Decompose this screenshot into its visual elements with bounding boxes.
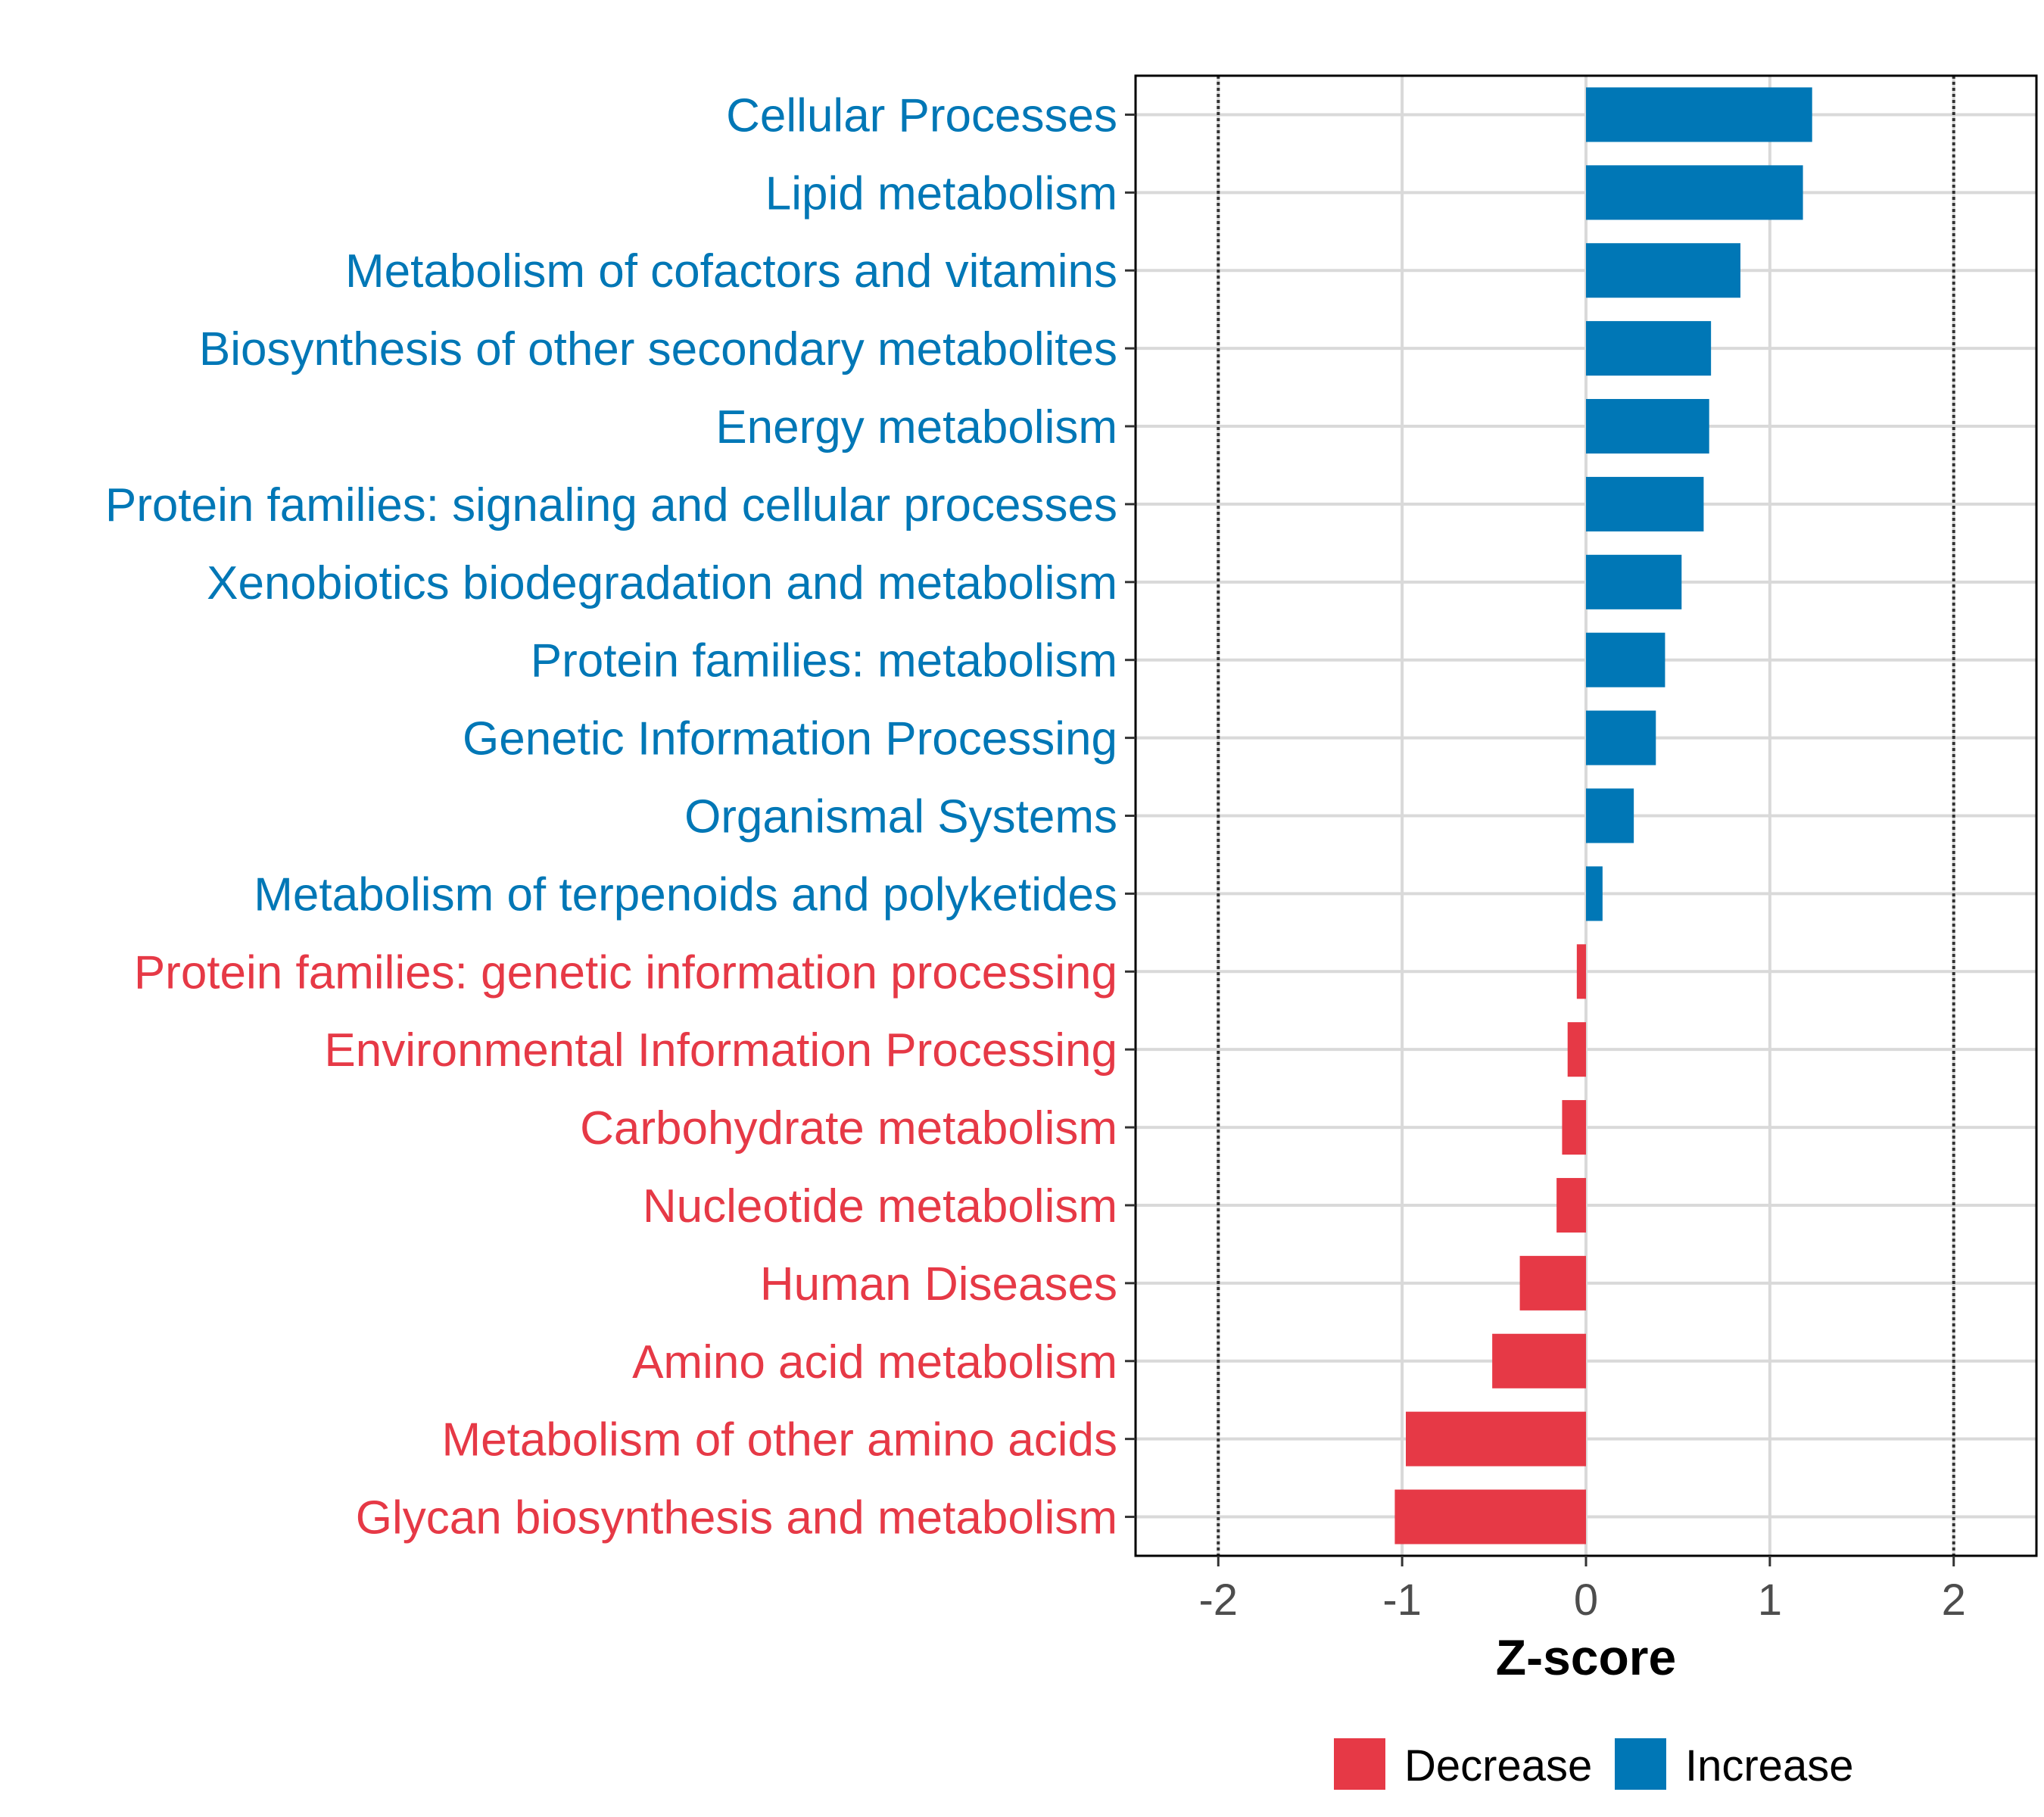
reference-lines: [1217, 76, 1955, 1556]
x-axis-title: Z-score: [1496, 1629, 1676, 1685]
x-tick-label: 0: [1574, 1575, 1598, 1625]
y-tick-label: Lipid metabolism: [765, 167, 1117, 220]
bar: [1586, 321, 1712, 376]
x-tick-label: -1: [1382, 1575, 1422, 1625]
y-tick-label: Environmental Information Processing: [324, 1024, 1117, 1077]
bar: [1556, 1177, 1586, 1233]
x-tick-label: -2: [1198, 1575, 1238, 1625]
bar: [1586, 399, 1709, 454]
legend-label-decrease: Decrease: [1404, 1741, 1592, 1791]
y-tick-label: Organismal Systems: [684, 791, 1117, 843]
bar: [1406, 1411, 1586, 1466]
y-tick-label: Energy metabolism: [715, 401, 1117, 453]
y-tick-label: Protein families: signaling and cellular…: [105, 479, 1117, 531]
bar: [1394, 1489, 1586, 1544]
y-tick-label: Amino acid metabolism: [632, 1336, 1117, 1388]
legend-swatch-decrease: [1334, 1738, 1385, 1790]
y-tick-label: Xenobiotics biodegradation and metabolis…: [207, 557, 1117, 609]
y-tick-label: Genetic Information Processing: [463, 713, 1117, 765]
y-tick-label: Metabolism of terpenoids and polyketides: [254, 868, 1117, 921]
bar: [1586, 476, 1704, 531]
y-tick-label: Metabolism of other amino acids: [441, 1414, 1117, 1466]
bar: [1576, 944, 1586, 999]
y-tick-label: Protein families: metabolism: [531, 635, 1117, 687]
y-tick-label: Cellular Processes: [726, 89, 1117, 142]
bar: [1586, 866, 1603, 921]
bar: [1586, 710, 1656, 765]
y-axis-labels: Cellular Processes Lipid metabolism Metabo…: [105, 89, 1117, 1544]
bar: [1586, 632, 1665, 687]
y-tick-label: Human Diseases: [760, 1258, 1117, 1311]
y-tick-label: Nucleotide metabolism: [643, 1180, 1117, 1233]
legend-swatch-increase: [1615, 1738, 1666, 1790]
x-axis-ticks: -2 -1 0 1 2: [1198, 1556, 1966, 1625]
bar: [1519, 1255, 1586, 1311]
legend-label-increase: Increase: [1685, 1741, 1853, 1791]
x-tick-label: 1: [1758, 1575, 1782, 1625]
bar: [1492, 1333, 1586, 1388]
y-tick-label: Protein families: genetic information pr…: [134, 946, 1117, 999]
y-tick-label: Metabolism of cofactors and vitamins: [345, 245, 1117, 298]
legend: Decrease Increase: [1334, 1738, 1853, 1791]
bars: [1394, 87, 1812, 1544]
bar: [1586, 788, 1634, 843]
bar: [1586, 87, 1812, 142]
bar: [1562, 1100, 1586, 1155]
x-tick-label: 2: [1942, 1575, 1966, 1625]
y-tick-label: Glycan biosynthesis and metabolism: [356, 1492, 1117, 1544]
y-tick-label: Biosynthesis of other secondary metaboli…: [199, 323, 1117, 376]
bar: [1567, 1022, 1586, 1077]
y-tick-label: Carbohydrate metabolism: [580, 1102, 1117, 1155]
bar: [1586, 243, 1740, 298]
bar: [1586, 165, 1803, 220]
y-axis-ticks: [1125, 113, 1136, 1519]
bar: [1586, 554, 1682, 609]
